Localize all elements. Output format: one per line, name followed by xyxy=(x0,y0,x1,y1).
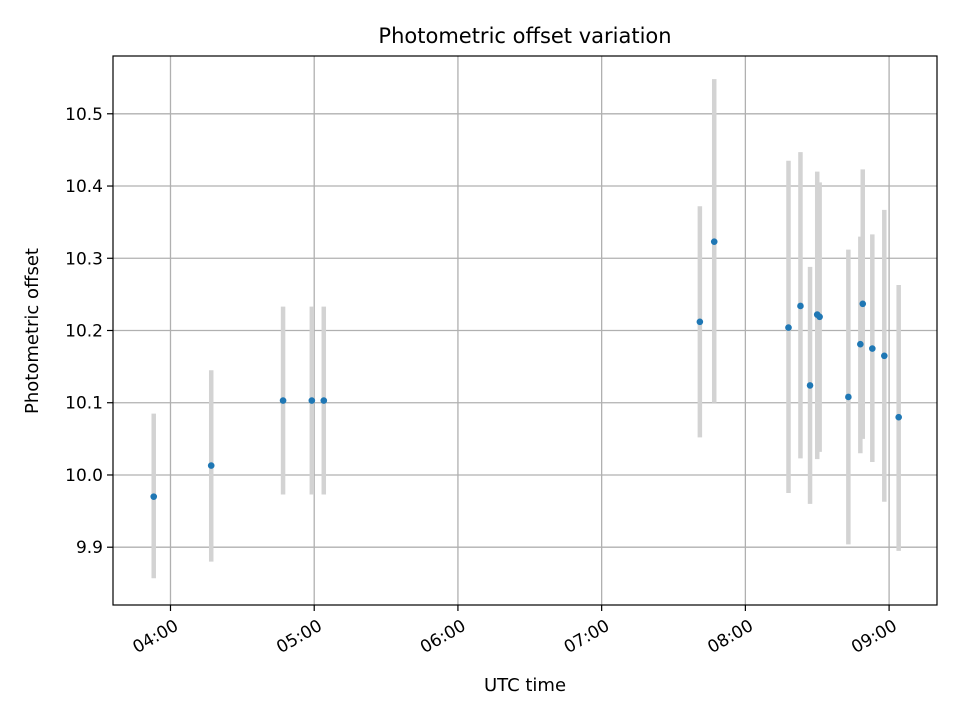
data-point xyxy=(320,397,328,404)
x-axis-ticks: 04:00 05:00 06:00 07:00 08:00 09:00 xyxy=(130,605,901,658)
data-point xyxy=(150,493,158,500)
data-point xyxy=(785,324,792,331)
x-tick-label: 04:00 xyxy=(130,616,182,658)
x-tick-label: 06:00 xyxy=(417,616,469,658)
data-point xyxy=(859,300,867,308)
y-tick-label: 10.0 xyxy=(65,466,103,486)
data-point xyxy=(881,352,888,360)
x-tick-label: 07:00 xyxy=(561,616,613,658)
data-point xyxy=(806,382,814,389)
data-point xyxy=(816,313,823,321)
x-axis-label: UTC time xyxy=(484,675,566,696)
y-tick-label: 10.3 xyxy=(65,249,103,269)
data-point xyxy=(845,393,852,401)
data-points xyxy=(150,238,902,500)
y-tick-label: 10.1 xyxy=(65,394,103,414)
x-tick-label: 05:00 xyxy=(273,616,325,658)
data-point xyxy=(207,462,215,469)
data-point xyxy=(696,318,704,326)
chart-title: Photometric offset variation xyxy=(378,24,671,48)
y-tick-label: 10.5 xyxy=(65,105,103,125)
y-axis-ticks: 9.9 10.0 10.1 10.2 10.3 10.4 10.5 xyxy=(65,105,113,558)
y-grid xyxy=(113,113,937,548)
data-point xyxy=(857,340,864,348)
y-axis-label: Photometric offset xyxy=(22,248,43,414)
x-tick-label: 08:00 xyxy=(704,616,756,658)
y-tick-label: 10.2 xyxy=(65,322,103,342)
data-point xyxy=(279,397,287,404)
data-point xyxy=(710,238,718,245)
x-tick-label: 09:00 xyxy=(848,616,900,658)
data-point xyxy=(895,413,902,421)
data-point xyxy=(797,302,804,310)
y-tick-label: 10.4 xyxy=(65,177,103,197)
data-point xyxy=(869,345,876,352)
data-point xyxy=(308,397,316,404)
y-tick-label: 9.9 xyxy=(76,538,103,558)
